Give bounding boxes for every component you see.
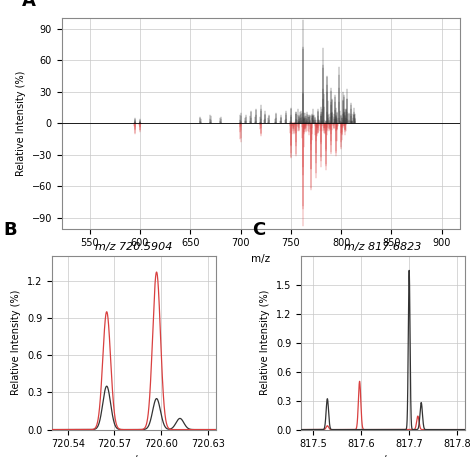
Y-axis label: Relative Intensity (%): Relative Intensity (%) [11, 290, 21, 395]
X-axis label: m/z: m/z [251, 254, 270, 264]
Text: A: A [22, 0, 36, 10]
Y-axis label: Relative Intensity (%): Relative Intensity (%) [260, 290, 270, 395]
Title: m/z 720.5904: m/z 720.5904 [95, 242, 173, 252]
Text: B: B [3, 221, 17, 239]
X-axis label: m/z: m/z [124, 455, 144, 457]
Y-axis label: Relative Intensity (%): Relative Intensity (%) [16, 71, 26, 176]
Title: m/z 817.6823: m/z 817.6823 [344, 242, 421, 252]
X-axis label: m/z: m/z [373, 455, 392, 457]
Text: C: C [252, 221, 265, 239]
